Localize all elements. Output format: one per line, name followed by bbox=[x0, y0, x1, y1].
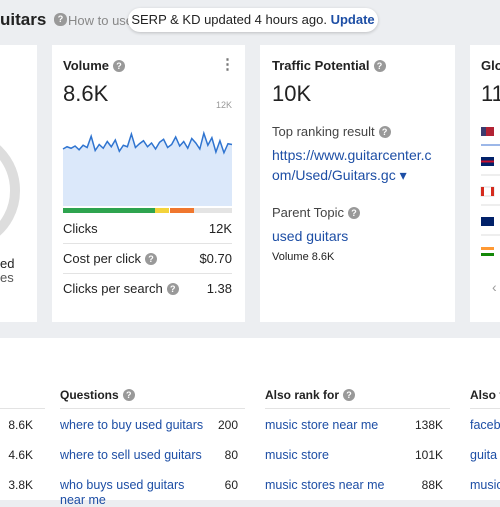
flag bbox=[481, 247, 494, 250]
header-separator bbox=[265, 408, 450, 409]
bar-segment bbox=[194, 208, 232, 213]
volume: 80 bbox=[224, 448, 238, 462]
trend-chart: 12K bbox=[62, 100, 233, 206]
help-icon[interactable]: ? bbox=[343, 389, 356, 401]
notice-text: SERP & KD updated 4 hours ago. bbox=[131, 12, 327, 27]
label-text: Parent Topic bbox=[272, 205, 345, 220]
header-separator bbox=[0, 408, 45, 409]
related-panel: Questions?Also rank for?Also t8.6Kwhere … bbox=[0, 338, 500, 507]
question-link[interactable]: near me bbox=[60, 493, 106, 507]
bar-segment bbox=[170, 208, 194, 213]
volume: 8.6K bbox=[8, 418, 33, 432]
row-separator bbox=[63, 243, 232, 244]
column-header: Questions? bbox=[60, 388, 135, 402]
keyword-link[interactable]: music store near me bbox=[265, 418, 379, 432]
column-header: Also rank for? bbox=[265, 388, 356, 402]
flag bbox=[481, 160, 494, 163]
flag bbox=[481, 253, 494, 256]
prev-arrow[interactable]: ‹ bbox=[492, 279, 497, 295]
flags: ‹ bbox=[480, 127, 500, 295]
row-label: Clicks per search? bbox=[63, 281, 179, 296]
topic-link[interactable]: music bbox=[470, 478, 500, 492]
update-notice: SERP & KD updated 4 hours ago. Update bbox=[128, 8, 378, 32]
left-text: ed bbox=[0, 256, 15, 271]
question-link[interactable]: where to buy used guitars bbox=[60, 418, 204, 432]
row-value: 1.38 bbox=[206, 281, 232, 296]
topic-link[interactable]: faceb bbox=[470, 418, 500, 432]
card-title: Glo bbox=[481, 58, 500, 73]
header-text: Questions bbox=[60, 388, 119, 402]
card-title: Volume? bbox=[63, 58, 125, 73]
url-link[interactable]: https://www.guitarcenter.c bbox=[272, 147, 432, 163]
label: Parent Topic? bbox=[272, 205, 361, 220]
trend-line bbox=[62, 130, 233, 155]
title-text: Traffic Potential bbox=[272, 58, 370, 73]
traffic-value: 10K bbox=[272, 81, 312, 106]
question-link[interactable]: where to sell used guitars bbox=[60, 448, 202, 462]
bar-segment bbox=[63, 208, 155, 213]
bar-segment bbox=[155, 208, 169, 213]
flag bbox=[481, 187, 484, 196]
volume: 101K bbox=[414, 448, 443, 462]
flag bbox=[481, 217, 494, 226]
question-link[interactable]: who buys used guitars bbox=[60, 478, 185, 492]
update-link[interactable]: Update bbox=[330, 12, 375, 27]
volume: 60 bbox=[224, 478, 238, 492]
global-value: 11 bbox=[481, 81, 500, 106]
label: Top ranking result? bbox=[272, 124, 391, 139]
volume: 4.6K bbox=[8, 448, 33, 462]
trend-area bbox=[63, 133, 232, 206]
traffic-card: Traffic Potential? 10K Top ranking resul… bbox=[260, 45, 455, 322]
volume: 3.8K bbox=[8, 478, 33, 492]
topic-link[interactable]: guita bbox=[470, 448, 498, 462]
help-link[interactable]: How to use bbox=[68, 13, 130, 28]
column-header: Also t bbox=[470, 388, 500, 402]
url-text[interactable]: om/Used/Guitars.gc bbox=[272, 167, 396, 183]
flag bbox=[491, 187, 494, 196]
row-value: 12K bbox=[208, 221, 232, 236]
parent-link[interactable]: used guitars bbox=[272, 228, 349, 244]
row-value: $0.70 bbox=[199, 251, 232, 266]
row-label-text: Clicks bbox=[63, 221, 98, 236]
row-label-text: Cost per click bbox=[63, 251, 142, 266]
help-icon[interactable]: ? bbox=[54, 13, 67, 26]
keyword-link[interactable]: music stores near me bbox=[265, 478, 385, 492]
gauge bbox=[0, 145, 21, 236]
y-tick-label: 12K bbox=[216, 100, 232, 110]
flag bbox=[486, 127, 494, 136]
left-text: es bbox=[0, 270, 14, 285]
parent-volume: Volume 8.6K bbox=[272, 251, 335, 263]
flag bbox=[481, 250, 494, 253]
volume-value: 8.6K bbox=[63, 81, 109, 106]
card-title: Traffic Potential? bbox=[272, 58, 386, 73]
row-label-text: Clicks per search bbox=[63, 281, 163, 296]
url-link[interactable]: om/Used/Guitars.gc ▾ bbox=[272, 167, 407, 183]
volume-card: Volume? ⋮ 8.6K 12K Clicks 12K Cost per cli… bbox=[52, 45, 245, 322]
row-separator bbox=[63, 273, 232, 274]
header-separator bbox=[60, 408, 245, 409]
left-card: ed es bbox=[0, 45, 37, 322]
volume: 200 bbox=[217, 418, 238, 432]
header-text: Also t bbox=[470, 388, 500, 402]
help-icon[interactable]: ? bbox=[122, 389, 135, 401]
row-label: Cost per click? bbox=[63, 251, 158, 266]
keyword-link[interactable]: music store bbox=[265, 448, 329, 462]
menu[interactable]: ⋮ bbox=[220, 56, 235, 73]
volume: 138K bbox=[414, 418, 443, 432]
title-text: Volume bbox=[63, 58, 109, 73]
header-text: Also rank for bbox=[265, 388, 340, 402]
click-bar bbox=[63, 208, 232, 213]
gauge-arc bbox=[0, 145, 21, 236]
help-icon[interactable]: ? bbox=[166, 283, 179, 295]
keyword-title: uitars bbox=[0, 10, 47, 29]
header-separator bbox=[470, 408, 500, 409]
global-card: Glo 11 ‹ bbox=[470, 45, 500, 322]
help-icon[interactable]: ? bbox=[145, 253, 158, 265]
volume: 88K bbox=[421, 478, 443, 492]
row-label: Clicks bbox=[63, 221, 98, 236]
label-text: Top ranking result bbox=[272, 124, 375, 139]
